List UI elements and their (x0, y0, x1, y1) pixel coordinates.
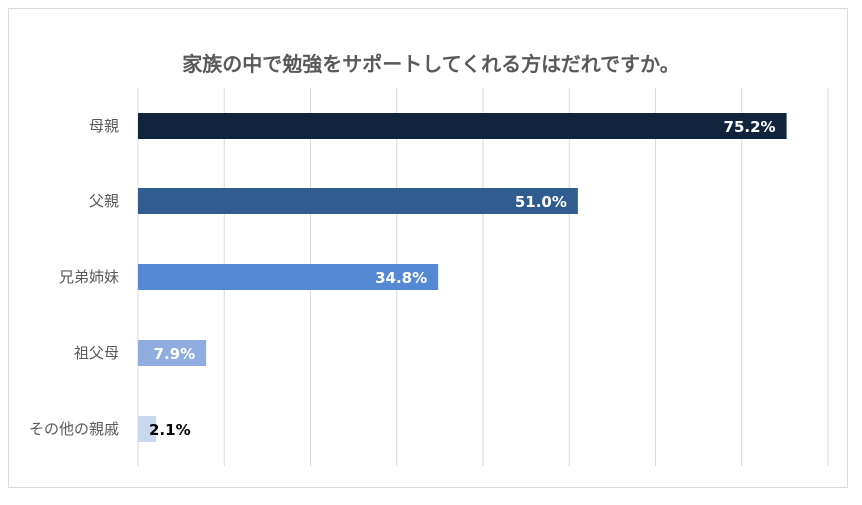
category-label: その他の親戚 (29, 420, 119, 438)
bar (138, 188, 578, 214)
data-label: 7.9% (154, 345, 196, 363)
category-label: 祖父母 (74, 344, 119, 362)
data-label: 34.8% (375, 269, 427, 287)
data-label: 75.2% (724, 118, 776, 136)
bar (138, 264, 439, 290)
category-label: 母親 (89, 117, 119, 135)
chart-frame (8, 8, 848, 488)
chart-title: 家族の中で勉強をサポートしてくれる方はだれですか。 (182, 52, 680, 76)
data-label: 51.0% (515, 193, 567, 211)
bar (138, 416, 157, 442)
category-label: 兄弟姉妹 (59, 268, 119, 286)
data-label: 2.1% (149, 421, 191, 439)
category-label: 父親 (89, 192, 119, 210)
bar (138, 340, 207, 366)
bar (138, 113, 787, 139)
